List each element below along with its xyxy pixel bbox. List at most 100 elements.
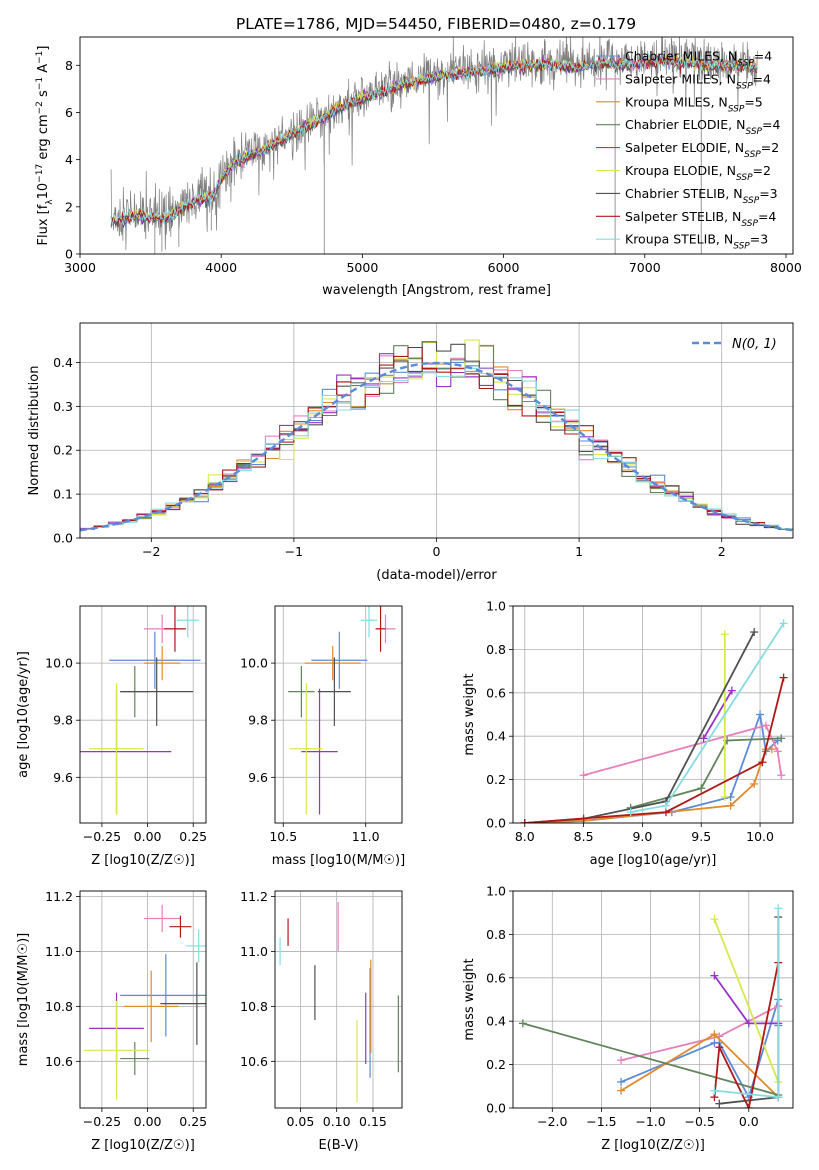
y-tick-label: 9.8 (248, 713, 268, 728)
weight-line (524, 631, 755, 823)
x-tick-label: 0.15 (359, 1114, 387, 1129)
y-tick-label: 10.6 (45, 1054, 73, 1069)
y-tick-label: 0.2 (486, 1057, 506, 1072)
y-label-part: −2 (35, 101, 45, 114)
y-label-part: Flux [f (36, 204, 51, 245)
plot-area-age_vs_mass (288, 606, 396, 815)
y-tick-label: 10.8 (240, 999, 268, 1014)
errorbars (83, 904, 206, 1100)
x-tick-label: 0 (433, 544, 441, 559)
axes-spectrum: 3000 4000 5000 6000 7000 8000 0 2 4 6 8 Chabrier MI… (35, 36, 802, 298)
x-axis-label: mass [log10(M/M☉)] (272, 853, 405, 868)
x-axis-label: wavelength [Angstrom, rest frame] (322, 283, 551, 298)
y-tick-label: 0.1 (53, 487, 73, 502)
x-tick-label: 8.5 (574, 829, 594, 844)
y-tick-label: 0.0 (486, 816, 506, 831)
y-label-part: −1 (35, 51, 45, 64)
axes-frame (274, 890, 403, 1109)
x-tick-label: 3000 (64, 260, 96, 275)
x-axis-label: age [log10(age/yr)] (590, 853, 717, 868)
x-axis-label: E(B-V) (318, 1138, 358, 1153)
x-tick-label: 9.0 (632, 829, 652, 844)
y-tick-label: 0.8 (486, 927, 506, 942)
y-label-part: ] (36, 46, 51, 51)
x-tick-label: 4000 (205, 260, 237, 275)
axes-frame (79, 890, 207, 1109)
y-label-part: erg cm (36, 114, 51, 163)
plot-area-weights_vs_Z (518, 904, 783, 1108)
legend-subscript: SSP (736, 81, 753, 91)
errorbars (279, 901, 399, 1103)
y-tick-label: 10.6 (240, 1054, 268, 1069)
y-axis-label: Flux [fλ10−17 erg cm−2 s−1 A−1] (35, 46, 55, 246)
y-tick-label: 10.0 (45, 656, 73, 671)
legend-subscript: SSP (745, 127, 762, 137)
x-tick-label: 0.25 (179, 1114, 207, 1129)
plot-area-mass_vs_Z (83, 904, 206, 1100)
y-tick-label: 9.6 (248, 770, 268, 785)
y-tick-label: 1.0 (486, 884, 506, 899)
legend-entry: Salpeter ELODIE, NSSP=2 (625, 140, 779, 160)
errorbars (80, 606, 201, 815)
axes-frame (274, 605, 403, 824)
legend-entry: Chabrier STELIB, NSSP=3 (625, 186, 778, 206)
y-label-part: λ (45, 199, 55, 205)
legend-subscript: SSP (743, 196, 760, 206)
y-tick-label: 0.2 (486, 772, 506, 787)
x-tick-label: 6000 (488, 260, 520, 275)
legend-entry: Salpeter MILES, NSSP=4 (625, 71, 771, 91)
x-tick-label: 10.0 (746, 829, 774, 844)
axes-frame (79, 36, 794, 255)
x-tick-label: 1 (575, 544, 583, 559)
y-tick-label: 11.2 (240, 889, 268, 904)
legend-subscript: SSP (744, 150, 761, 160)
y-tick-label: 10.0 (240, 656, 268, 671)
x-tick-label: 10.5 (269, 829, 297, 844)
model-line (110, 53, 758, 226)
weight-line (524, 714, 779, 823)
y-tick-label: 0 (65, 247, 73, 262)
y-tick-label: 10.8 (45, 999, 73, 1014)
axes-mass_vs_Z: −0.25 0.00 0.25 10.6 10.8 11.0 11.2 Z [log10(Z/… (16, 889, 207, 1153)
y-label-part: −1 (35, 77, 45, 90)
y-axis-label: mass weight (462, 958, 477, 1040)
y-tick-label: 11.2 (45, 889, 73, 904)
plots-layer: 3000 4000 5000 6000 7000 8000 0 2 4 6 8 Chabrier MI… (16, 36, 802, 1153)
histogram-step (80, 367, 793, 530)
y-tick-label: 0.6 (486, 970, 506, 985)
axes-frame (79, 605, 207, 824)
y-label-part: 10 (36, 183, 51, 200)
legend-subscript: SSP (733, 242, 750, 252)
weight-line (713, 962, 780, 1108)
x-tick-label: −0.25 (83, 829, 121, 844)
y-axis-label: age [log10(age/yr)] (16, 651, 31, 778)
y-label-part: A (36, 64, 51, 77)
y-tick-label: 0.8 (486, 642, 506, 657)
model-line (110, 52, 758, 226)
x-tick-label: 0.25 (179, 829, 207, 844)
x-tick-label: 7000 (629, 260, 661, 275)
x-tick-label: −2.0 (537, 1114, 567, 1129)
y-tick-label: 0.4 (53, 355, 73, 370)
legend-entry: Kroupa MILES, NSSP=5 (625, 94, 763, 114)
x-tick-label: 8000 (770, 260, 802, 275)
x-tick-label: 2 (718, 544, 726, 559)
y-tick-label: 8 (65, 58, 73, 73)
x-tick-label: 5000 (346, 260, 378, 275)
y-tick-label: 0.6 (486, 685, 506, 700)
plot-area-weights_vs_age (520, 619, 788, 823)
spectrum-lines (110, 37, 758, 254)
plot-area-age_vs_Z (80, 606, 201, 815)
y-tick-label: 0.0 (486, 1101, 506, 1116)
y-label-part: −17 (35, 164, 45, 183)
x-tick-label: 0.0 (739, 1114, 759, 1129)
y-tick-label: 4 (65, 152, 73, 167)
x-tick-label: 11.0 (352, 829, 380, 844)
y-tick-label: 6 (65, 105, 73, 120)
y-axis-label: mass weight (462, 673, 477, 755)
x-axis-label: Z [log10(Z/Z☉)] (91, 1138, 195, 1153)
weight-line (713, 918, 780, 1083)
errorbars (288, 606, 396, 815)
axes-age_vs_mass: 10.5 11.0 9.6 9.8 10.0 mass [log10(M/M☉)] (240, 605, 405, 868)
